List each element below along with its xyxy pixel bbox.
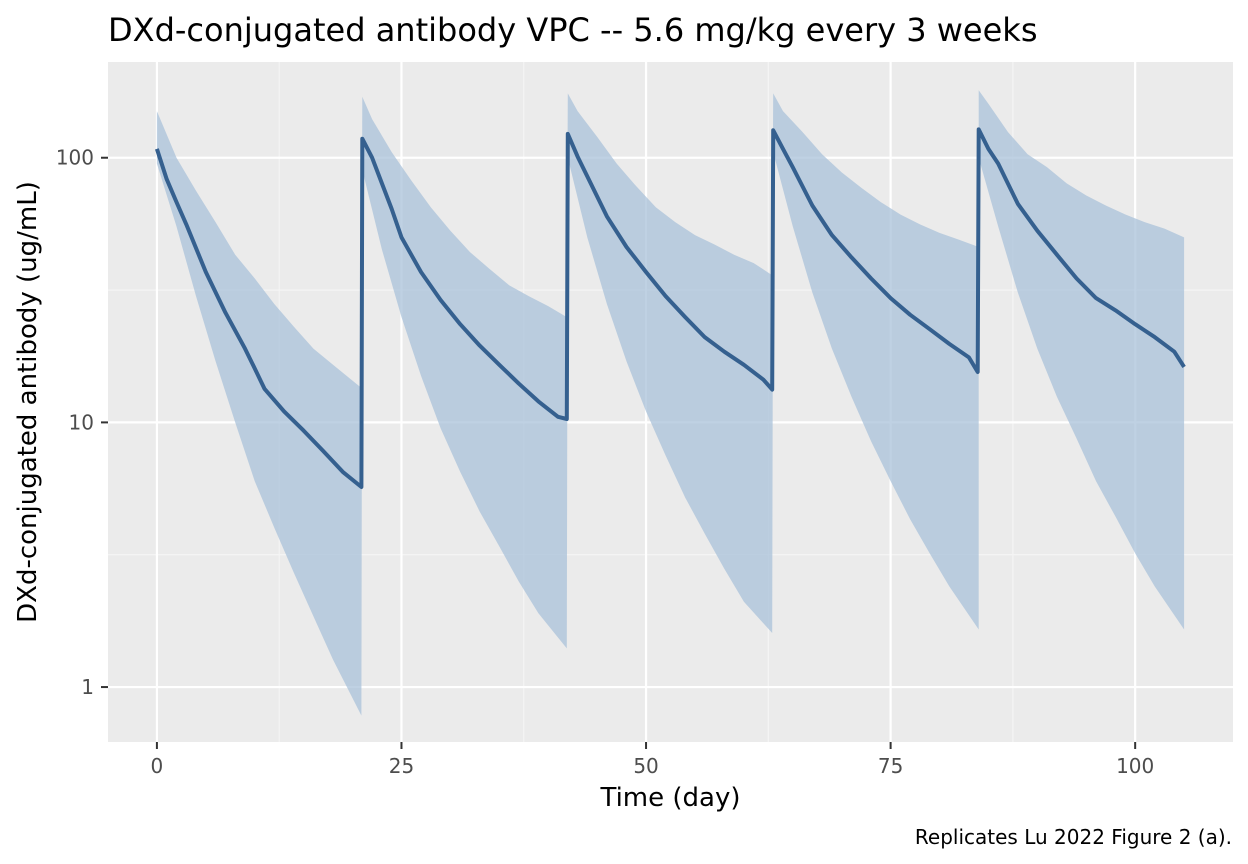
prediction-interval-band xyxy=(156,90,1185,716)
x-axis-title: Time (day) xyxy=(599,783,740,813)
y-tick-label: 1 xyxy=(81,675,94,699)
y-tick-label: 100 xyxy=(56,146,94,170)
x-tick-label: 0 xyxy=(151,754,164,778)
y-axis-title: DXd-conjugated antibody (ug/mL) xyxy=(13,181,43,623)
y-tick-label: 10 xyxy=(69,410,94,434)
x-tick-label: 50 xyxy=(633,754,658,778)
median-line xyxy=(154,127,1186,489)
axes: 0 25 50 75 100 1 10 100 xyxy=(56,146,1154,778)
x-tick-label: 100 xyxy=(1116,754,1154,778)
caption: Replicates Lu 2022 Figure 2 (a). xyxy=(915,825,1232,849)
x-tick-label: 75 xyxy=(878,754,903,778)
chart-title: DXd-conjugated antibody VPC -- 5.6 mg/kg… xyxy=(108,11,1038,49)
x-tick-label: 25 xyxy=(389,754,414,778)
